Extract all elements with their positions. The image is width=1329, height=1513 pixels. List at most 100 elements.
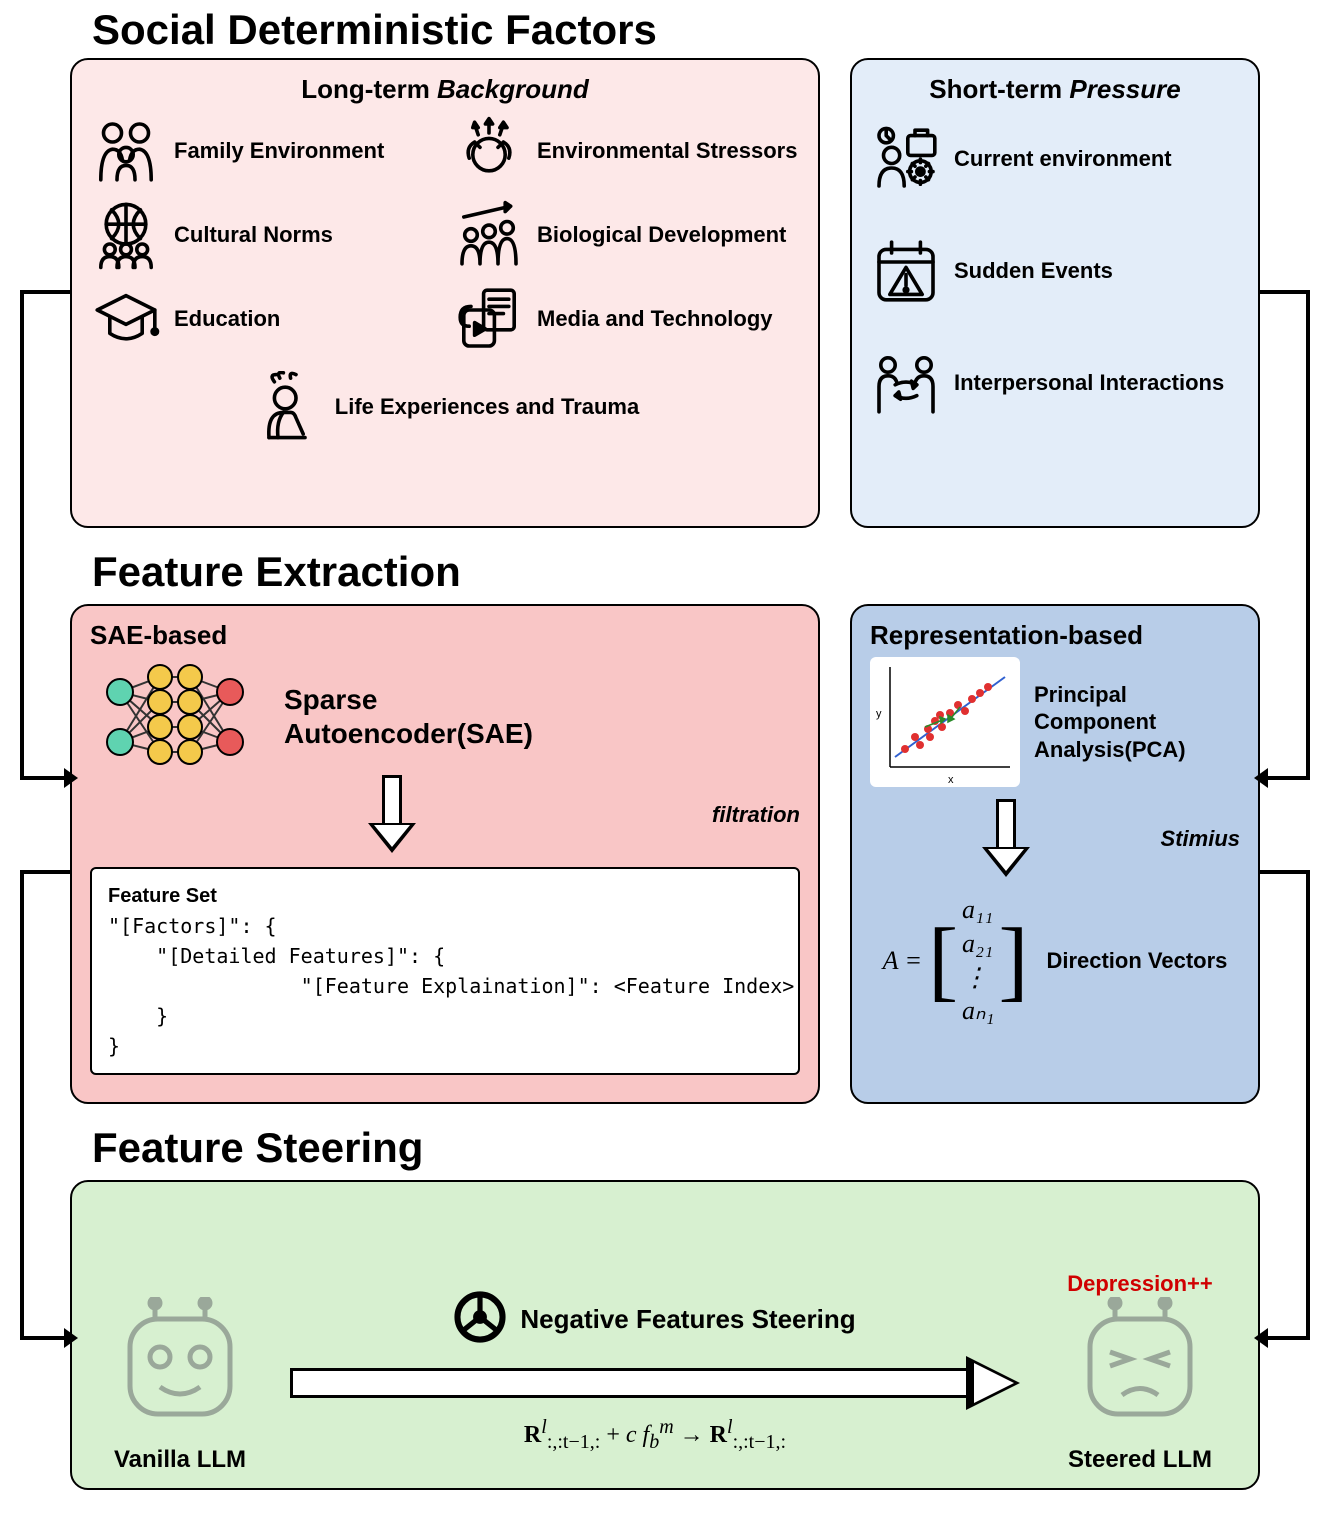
section1-title: Social Deterministic Factors — [92, 6, 657, 54]
direction-vectors-text: Direction Vectors — [1046, 948, 1227, 973]
factor-label: Life Experiences and Trauma — [335, 394, 639, 420]
warning-cal-icon — [870, 235, 942, 307]
connector-arrowhead-icon — [1254, 1328, 1268, 1348]
factor-item: Biological Development — [453, 199, 800, 271]
shortterm-header-prefix: Short-term — [929, 74, 1069, 104]
feature-set-box: Feature Set "[Factors]": { "[Detailed Fe… — [90, 867, 800, 1075]
vanilla-robot-icon — [90, 1297, 270, 1442]
factor-item: Interpersonal Interactions — [870, 347, 1240, 419]
family-icon — [90, 115, 162, 187]
matrix-row: aₙ₁ — [962, 994, 994, 1028]
pca-label-l2: Component — [1034, 709, 1156, 734]
feature-set-l3: "[Feature Explaination]": <Feature Index… — [108, 971, 782, 1001]
panel-sae: SAE-based Sparse — [70, 604, 820, 1104]
sae-title-l1: Sparse — [284, 684, 377, 715]
connector-arrowhead-icon — [1254, 768, 1268, 788]
factor-item: Family Environment — [90, 115, 437, 187]
panel-steering: Vanilla LLM Negative Features Steering — [70, 1180, 1260, 1490]
globe-people-icon — [90, 199, 162, 271]
feature-set-title: Feature Set — [108, 881, 782, 911]
pca-plot-icon: x y — [870, 657, 1020, 787]
panel-shortterm: Short-term Pressure Current environment S… — [850, 58, 1260, 528]
connector-arrowhead-icon — [64, 768, 78, 788]
factor-label: Current environment — [954, 146, 1172, 172]
feature-set-l1: "[Factors]": { — [108, 911, 782, 941]
connector-line — [20, 776, 70, 780]
sae-network-icon — [90, 657, 260, 777]
stress-head-icon — [453, 115, 525, 187]
shortterm-header: Short-term Pressure — [870, 74, 1240, 105]
interaction-icon — [870, 347, 942, 419]
feature-set-l2: "[Detailed Features]": { — [108, 941, 782, 971]
sae-title: Sparse Autoencoder(SAE) — [284, 683, 533, 750]
sad-person-icon — [251, 371, 323, 443]
factor-item: Sudden Events — [870, 235, 1240, 307]
steering-formula: Rl:,:t−1,: + c fbm → Rl:,:t−1,: — [290, 1416, 1020, 1454]
matrix-row: a₂₁ — [962, 927, 994, 961]
factor-label: Education — [174, 306, 280, 332]
grad-cap-icon — [90, 283, 162, 355]
connector-line — [20, 290, 24, 780]
connector-line — [1260, 870, 1310, 874]
factor-item: Environmental Stressors — [453, 115, 800, 187]
factor-item: Media and Technology — [453, 283, 800, 355]
connector-line — [20, 1336, 70, 1340]
section2-title: Feature Extraction — [92, 548, 461, 596]
depression-label: Depression++ — [1040, 1271, 1240, 1297]
direction-matrix: A = [ a₁₁a₂₁⋮aₙ₁ ] — [883, 893, 1029, 1028]
rep-arrow-down-icon — [984, 799, 1028, 879]
steering-arrow-icon — [290, 1356, 1020, 1410]
longterm-header-italic: Background — [437, 74, 589, 104]
connector-line — [1306, 290, 1310, 780]
sae-title-l2: Autoencoder(SAE) — [284, 718, 533, 749]
connector-line — [20, 870, 24, 1340]
pca-label: Principal Component Analysis(PCA) — [1034, 681, 1186, 764]
factor-item: Life Experiences and Trauma — [251, 371, 639, 443]
matrix-A-label: A = — [883, 946, 922, 976]
connector-line — [1260, 290, 1310, 294]
connector-line — [1266, 776, 1310, 780]
longterm-header-prefix: Long-term — [301, 74, 437, 104]
longterm-header: Long-term Background — [90, 74, 800, 105]
pca-label-l3: Analysis(PCA) — [1034, 737, 1186, 762]
feature-set-l4: } — [108, 1001, 782, 1031]
factor-item: Education — [90, 283, 437, 355]
rep-arrow-label: Stimius — [1161, 826, 1240, 852]
connector-line — [20, 290, 70, 294]
sae-arrow-down-icon — [370, 775, 414, 855]
pca-label-l1: Principal — [1034, 682, 1127, 707]
factor-item: Current environment — [870, 123, 1240, 195]
matrix-row: a₁₁ — [962, 893, 994, 927]
factor-label: Sudden Events — [954, 258, 1113, 284]
connector-line — [20, 870, 70, 874]
work-env-icon — [870, 123, 942, 195]
section3-title: Feature Steering — [92, 1124, 423, 1172]
factor-label: Interpersonal Interactions — [954, 370, 1224, 396]
panel-representation: Representation-based x y — [850, 604, 1260, 1104]
svg-text:x: x — [948, 774, 954, 786]
factor-label: Cultural Norms — [174, 222, 333, 248]
media-icon — [453, 283, 525, 355]
factor-label: Media and Technology — [537, 306, 773, 332]
sae-header: SAE-based — [90, 620, 800, 651]
factor-item: Cultural Norms — [90, 199, 437, 271]
direction-vectors-label: Direction Vectors — [1046, 947, 1227, 975]
factor-label: Family Environment — [174, 138, 384, 164]
feature-set-l5: } — [108, 1031, 782, 1061]
factor-label: Environmental Stressors — [537, 138, 797, 164]
matrix-row: ⋮ — [962, 961, 994, 995]
steered-llm-label: Steered LLM — [1040, 1446, 1240, 1474]
connector-arrowhead-icon — [64, 1328, 78, 1348]
steering-label: Negative Features Steering — [520, 1304, 855, 1335]
connector-line — [1306, 870, 1310, 1340]
growth-people-icon — [453, 199, 525, 271]
panel-longterm: Long-term Background Family Environment C… — [70, 58, 820, 528]
steering-wheel-icon — [454, 1291, 506, 1348]
shortterm-header-italic: Pressure — [1069, 74, 1180, 104]
steered-robot-icon — [1040, 1297, 1240, 1442]
factor-label: Biological Development — [537, 222, 786, 248]
connector-line — [1266, 1336, 1310, 1340]
vanilla-llm-label: Vanilla LLM — [90, 1446, 270, 1474]
rep-header: Representation-based — [870, 620, 1240, 651]
sae-arrow-label: filtration — [712, 802, 800, 828]
